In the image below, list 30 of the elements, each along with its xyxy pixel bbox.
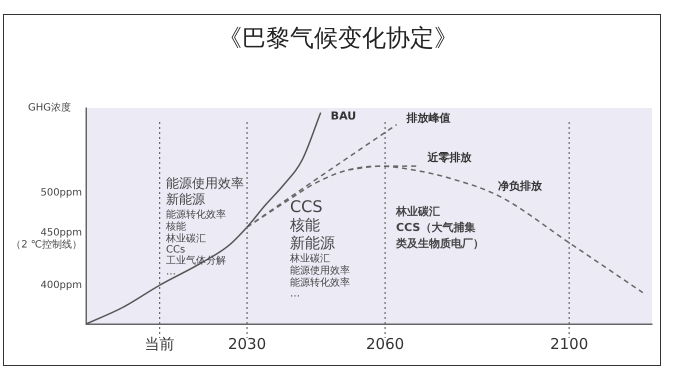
annotation: 新能源 (290, 234, 335, 252)
annotation: 林业碳汇 (289, 252, 330, 265)
y-tick-label: 500ppm (40, 188, 82, 199)
annotation: 核能 (165, 220, 186, 233)
annotation: 能源转化效率 (166, 208, 226, 221)
y-tick-label: 400ppm (40, 280, 82, 291)
annotation: 能源使用效率 (290, 264, 350, 277)
chart-title: 《巴黎气候变化协定》 (217, 23, 459, 54)
annotation: 能源使用效率 (166, 175, 244, 192)
series-label: BAU (330, 109, 356, 122)
annotation: CCS（大气捕集 (396, 220, 476, 234)
annotation: 林业碳汇 (395, 204, 440, 218)
annotation: CCS (290, 197, 322, 216)
x-tick-label: 2100 (550, 334, 588, 353)
y-axis-title: GHG浓度 (28, 102, 72, 114)
annotation: 类及生物质电厂） (395, 236, 484, 250)
annotation: … (166, 266, 176, 278)
annotation: 新能源 (166, 192, 205, 208)
x-tick-label: 2030 (228, 334, 266, 353)
x-tick-label: 当前 (144, 334, 175, 353)
series-label: 近零排放 (426, 151, 472, 164)
x-tick-label: 2060 (366, 334, 404, 353)
annotation: … (290, 288, 300, 300)
annotation: CCs (166, 244, 186, 256)
series-label: 排放峰值 (406, 111, 451, 124)
series-label: 净负排放 (498, 179, 544, 192)
y-tick-label: 450ppm （2 ℃控制线） (11, 228, 82, 251)
annotation: 林业碳汇 (165, 232, 206, 245)
annotation: 核能 (289, 216, 320, 234)
annotation: 能源转化效率 (290, 276, 350, 289)
